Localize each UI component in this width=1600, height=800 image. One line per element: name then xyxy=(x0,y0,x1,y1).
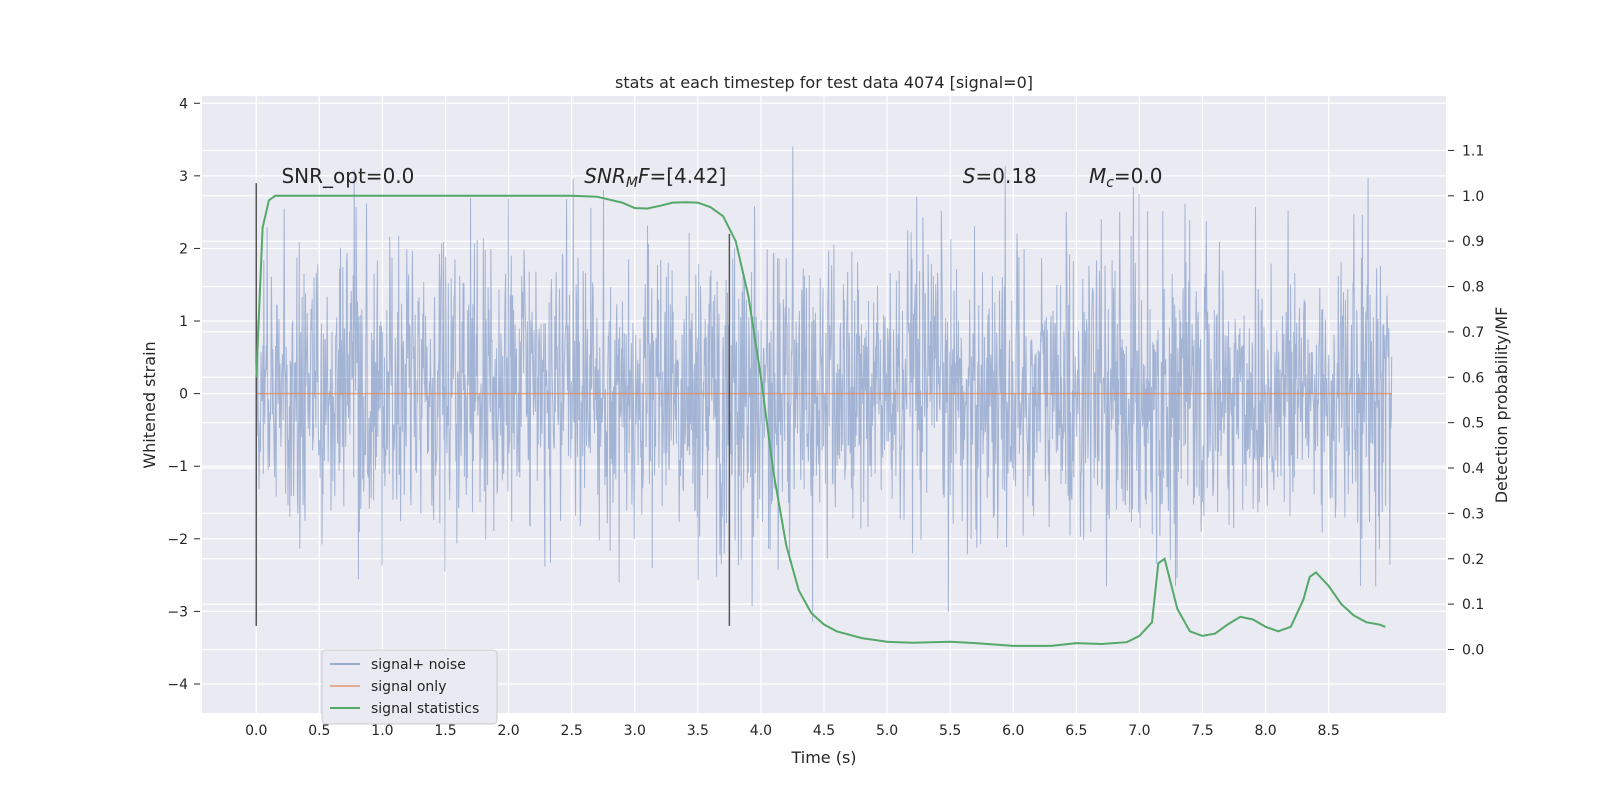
y-tick-label: −3 xyxy=(167,604,188,620)
x-tick-label: 8.5 xyxy=(1318,723,1340,739)
y2-tick-label: 1.1 xyxy=(1462,143,1484,159)
y2-axis-label: Detection probability/MF xyxy=(1492,307,1511,504)
y2-tick-label: 0.9 xyxy=(1462,234,1484,250)
x-tick-label: 3.5 xyxy=(687,723,709,739)
x-tick-label: 6.5 xyxy=(1065,723,1087,739)
x-tick-label: 5.0 xyxy=(876,723,898,739)
x-tick-label: 6.0 xyxy=(1002,723,1024,739)
x-tick-label: 4.5 xyxy=(813,723,835,739)
noise-line xyxy=(255,146,1393,622)
series-signal-noise xyxy=(255,146,1393,622)
y2-tick-label: 0.5 xyxy=(1462,416,1484,432)
y2-tick-label: 0.1 xyxy=(1462,597,1484,613)
vertical-lines xyxy=(255,183,731,626)
annotations: SNR_opt=0.0 SNRMF=[4.42] S=0.18 Mc=0.0 xyxy=(281,164,1162,191)
y-tick-label: 2 xyxy=(179,241,188,257)
x-tick-label: 7.0 xyxy=(1128,723,1150,739)
x-tick-label: 0.0 xyxy=(245,723,267,739)
y-tick-label: 4 xyxy=(179,96,188,112)
y-tick-label: 1 xyxy=(179,314,188,330)
y-tick-label: −1 xyxy=(167,459,188,475)
y-tick-label: −2 xyxy=(167,532,188,548)
grid xyxy=(202,96,1446,713)
y2-tick-label: 0.3 xyxy=(1462,506,1484,522)
y2-tick-label: 0.6 xyxy=(1462,370,1484,386)
y2-tick-label: 0.2 xyxy=(1462,552,1484,568)
annotation-snr-mf-label: SNRMF=[4.42] xyxy=(584,164,726,191)
legend: signal+ noise signal only signal statist… xyxy=(321,649,498,725)
annotation-snr-opt: SNR_opt=0.0 xyxy=(281,164,414,188)
x-tick-label: 1.0 xyxy=(371,723,393,739)
legend-label-signal: signal only xyxy=(371,679,446,695)
y-axis-label: Whitened strain xyxy=(140,341,159,468)
stats-line xyxy=(255,194,1386,647)
tick-labels: 0.0 0.5 1.0 1.5 2.0 2.5 3.0 3.5 4.0 4.5 5.0 5.5 6.0 6… xyxy=(167,96,1484,739)
x-tick-label: 0.5 xyxy=(308,723,330,739)
series-signal-statistics xyxy=(255,194,1386,647)
y2-tick-label: 0.4 xyxy=(1462,461,1484,477)
annotation-mc-stat: Mc=0.0 xyxy=(1089,164,1163,191)
x-tick-label: 2.5 xyxy=(561,723,583,739)
y2-tick-label: 0.8 xyxy=(1462,280,1484,296)
y-tick-label: 3 xyxy=(179,169,188,185)
y-tick-label: 0 xyxy=(179,387,188,403)
x-tick-label: 5.5 xyxy=(939,723,961,739)
chart-title: stats at each timestep for test data 407… xyxy=(615,73,1033,92)
legend-label-noise: signal+ noise xyxy=(371,657,466,673)
y2-tick-label: 0.7 xyxy=(1462,325,1484,341)
annotation-s-stat: S=0.18 xyxy=(963,164,1037,188)
y2-tick-label: 0.0 xyxy=(1462,642,1484,658)
x-tick-label: 7.5 xyxy=(1191,723,1213,739)
x-axis-label: Time (s) xyxy=(790,748,856,767)
x-tick-label: 1.5 xyxy=(434,723,456,739)
legend-label-stats: signal statistics xyxy=(371,701,479,717)
x-tick-label: 2.0 xyxy=(497,723,519,739)
x-tick-label: 4.0 xyxy=(750,723,772,739)
x-tick-label: 8.0 xyxy=(1254,723,1276,739)
y-tick-label: −4 xyxy=(167,677,188,693)
y2-tick-label: 1.0 xyxy=(1462,189,1484,205)
x-tick-label: 3.0 xyxy=(624,723,646,739)
legend-box xyxy=(321,649,498,725)
